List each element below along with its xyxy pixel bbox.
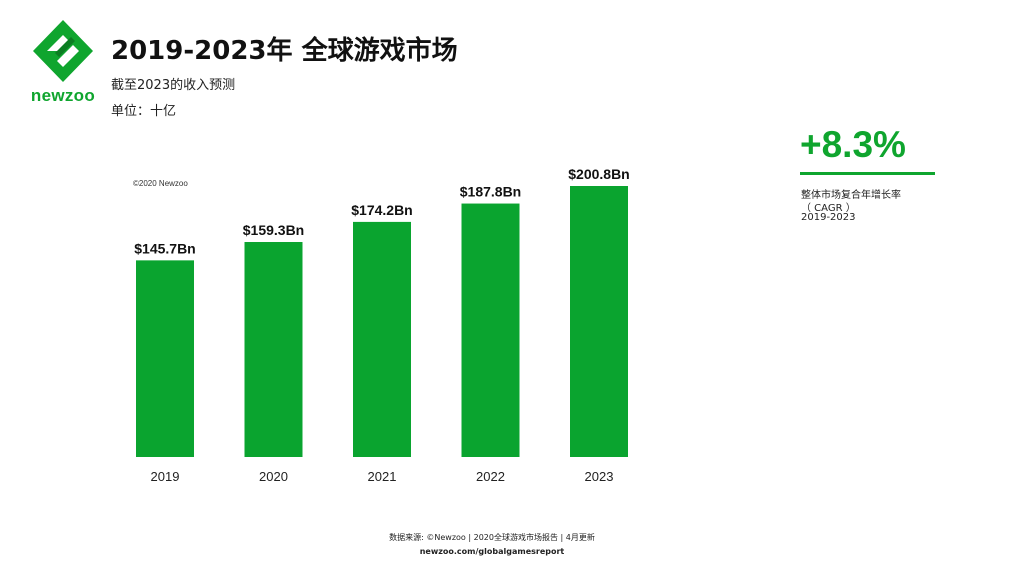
bar-2022 xyxy=(461,203,520,457)
bar-value-label: $174.2Bn xyxy=(351,202,412,218)
cagr-underline xyxy=(800,172,935,175)
page-subtitle: 截至2023的收入预测 xyxy=(111,78,236,93)
newzoo-logo: newzoo xyxy=(25,20,100,110)
cagr-label: 整体市场复合年增长率 xyxy=(801,190,901,201)
bar-value-label: $200.8Bn xyxy=(568,166,629,182)
page-title: 2019-2023年 全球游戏市场 xyxy=(111,36,458,66)
x-tick-label: 2022 xyxy=(476,469,505,484)
x-tick-label: 2023 xyxy=(585,469,614,484)
x-tick-label: 2020 xyxy=(259,469,288,484)
bar-value-label: $187.8Bn xyxy=(460,184,521,200)
unit-label: 单位：十亿 xyxy=(111,104,177,119)
footer-source: 数据来源: ©Newzoo | 2020全球游戏市场报告 | 4月更新 xyxy=(389,533,595,542)
bar-value-label: $159.3Bn xyxy=(243,222,304,238)
bar-2021 xyxy=(353,221,411,457)
logo-text: newzoo xyxy=(30,86,96,105)
cagr-value: +8.3% xyxy=(800,124,906,165)
cagr-sublabel: （ CAGR ） xyxy=(801,203,856,214)
bar-value-label: $145.7Bn xyxy=(134,240,195,256)
chart-copyright: ©2020 Newzoo xyxy=(133,179,188,188)
bar-2019 xyxy=(136,260,194,457)
x-tick-label: 2019 xyxy=(151,469,180,484)
footer-url: newzoo.com/globalgamesreport xyxy=(419,547,565,556)
x-tick-label: 2021 xyxy=(368,469,397,484)
newzoo-logo-icon xyxy=(33,20,93,82)
cagr-period: 2019-2023 xyxy=(801,212,856,223)
bar-2020 xyxy=(244,242,303,457)
bar-2023 xyxy=(570,186,628,457)
